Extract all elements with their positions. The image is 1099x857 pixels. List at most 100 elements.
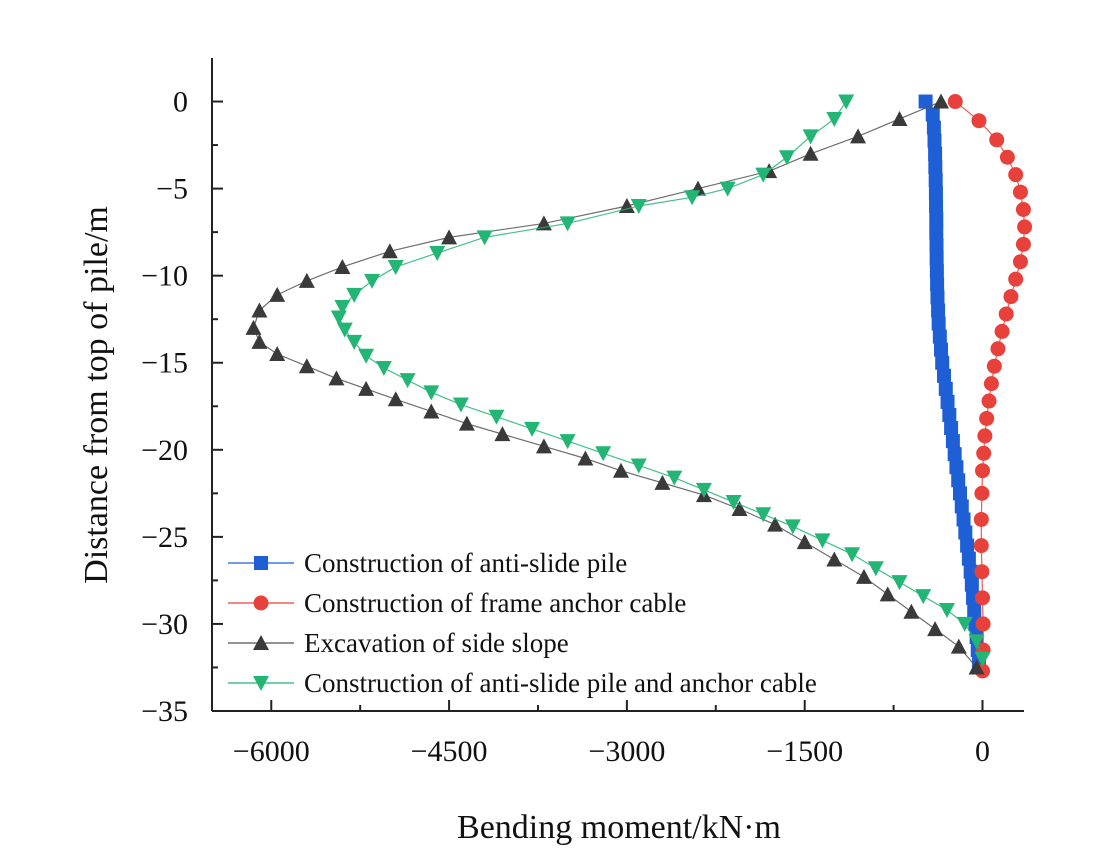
data-point bbox=[973, 538, 989, 554]
data-point bbox=[559, 216, 576, 232]
legend-label: Excavation of side slope bbox=[304, 628, 569, 658]
data-point bbox=[452, 397, 469, 413]
data-point bbox=[938, 381, 953, 396]
data-point bbox=[951, 473, 966, 488]
data-point bbox=[524, 421, 541, 437]
legend-marker bbox=[253, 595, 269, 611]
data-point bbox=[814, 533, 831, 549]
data-point bbox=[358, 348, 375, 364]
data-point bbox=[269, 346, 286, 362]
data-point bbox=[931, 303, 946, 318]
data-point bbox=[928, 146, 943, 161]
data-point bbox=[973, 511, 989, 527]
data-point bbox=[298, 358, 315, 374]
legend-marker bbox=[254, 556, 268, 570]
data-point bbox=[1008, 271, 1024, 287]
data-point bbox=[979, 410, 995, 426]
data-point bbox=[458, 415, 475, 431]
data-point bbox=[968, 659, 985, 675]
data-point bbox=[838, 94, 855, 110]
data-point bbox=[929, 225, 944, 240]
data-point bbox=[595, 446, 612, 462]
data-point bbox=[1015, 201, 1031, 217]
data-point bbox=[990, 341, 1006, 357]
data-point bbox=[976, 445, 992, 461]
data-point bbox=[928, 159, 943, 174]
data-point bbox=[535, 438, 552, 454]
data-point bbox=[298, 272, 315, 288]
data-point bbox=[918, 94, 933, 109]
data-point bbox=[375, 360, 392, 376]
data-point bbox=[930, 290, 945, 305]
series-4 bbox=[330, 94, 991, 667]
x-tick-label: −6000 bbox=[233, 735, 310, 768]
data-point bbox=[346, 334, 363, 350]
data-point bbox=[930, 277, 945, 292]
data-point bbox=[974, 651, 991, 667]
y-tick-label: −30 bbox=[141, 608, 188, 641]
data-point bbox=[399, 373, 416, 389]
data-point bbox=[891, 575, 908, 591]
data-point bbox=[1015, 236, 1031, 252]
data-point bbox=[618, 198, 635, 214]
legend-marker bbox=[253, 635, 269, 650]
data-point bbox=[251, 333, 268, 349]
data-point bbox=[947, 447, 962, 462]
data-point bbox=[245, 319, 262, 335]
legend-label: Construction of frame anchor cable bbox=[304, 588, 686, 618]
data-point bbox=[956, 616, 973, 632]
data-point bbox=[850, 128, 867, 144]
data-point bbox=[251, 302, 268, 318]
data-point bbox=[940, 394, 955, 409]
y-axis-title: Distance from top of pile/m bbox=[78, 206, 115, 584]
data-point bbox=[328, 370, 345, 386]
data-point bbox=[931, 316, 946, 331]
data-point bbox=[387, 259, 404, 275]
data-point bbox=[928, 185, 943, 200]
x-tick-label: −3000 bbox=[588, 735, 665, 768]
data-point bbox=[695, 482, 712, 498]
data-point bbox=[336, 322, 353, 338]
data-point bbox=[938, 603, 955, 619]
data-point bbox=[755, 167, 772, 183]
data-point bbox=[963, 564, 978, 579]
data-point bbox=[755, 507, 772, 523]
data-point bbox=[936, 368, 951, 383]
data-point bbox=[867, 561, 884, 577]
data-point bbox=[975, 463, 991, 479]
data-point bbox=[891, 110, 908, 126]
data-point bbox=[334, 258, 351, 274]
data-point bbox=[423, 403, 440, 419]
data-point bbox=[630, 199, 647, 215]
data-point bbox=[346, 287, 363, 303]
data-point bbox=[925, 107, 940, 122]
data-point bbox=[929, 264, 944, 279]
series-3 bbox=[245, 93, 985, 675]
data-point bbox=[441, 229, 458, 245]
data-point bbox=[935, 355, 950, 370]
data-point bbox=[968, 634, 985, 650]
data-point bbox=[927, 621, 944, 637]
data-point bbox=[947, 94, 963, 110]
data-point bbox=[932, 329, 947, 344]
data-point bbox=[926, 120, 941, 135]
data-point bbox=[767, 516, 784, 532]
data-point bbox=[855, 568, 872, 584]
data-point bbox=[1017, 219, 1033, 235]
data-point bbox=[684, 190, 701, 206]
legend-item-3: Excavation of side slope bbox=[228, 628, 569, 658]
axes-layer: −6000 −4500 −3000 −1500 0 0 −5 −10 −15 −20 −25 −30 −… bbox=[141, 58, 1024, 768]
x-tick-label: −1500 bbox=[766, 735, 843, 768]
data-point bbox=[1012, 254, 1028, 270]
data-point bbox=[942, 407, 957, 422]
data-point bbox=[954, 499, 969, 514]
data-point bbox=[630, 458, 647, 474]
data-point bbox=[983, 376, 999, 392]
data-point bbox=[971, 113, 987, 129]
data-point bbox=[559, 434, 576, 450]
data-point bbox=[784, 519, 801, 535]
y-tick-label: −15 bbox=[141, 347, 188, 380]
data-point bbox=[967, 603, 982, 618]
data-point bbox=[929, 251, 944, 266]
